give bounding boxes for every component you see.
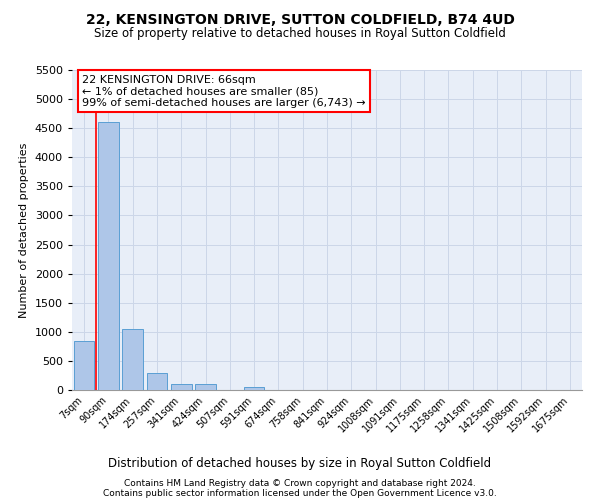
Bar bbox=[98, 122, 119, 390]
Bar bbox=[74, 340, 94, 390]
Y-axis label: Number of detached properties: Number of detached properties bbox=[19, 142, 29, 318]
Text: Contains HM Land Registry data © Crown copyright and database right 2024.: Contains HM Land Registry data © Crown c… bbox=[124, 478, 476, 488]
Bar bbox=[244, 387, 265, 390]
Text: 22 KENSINGTON DRIVE: 66sqm
← 1% of detached houses are smaller (85)
99% of semi-: 22 KENSINGTON DRIVE: 66sqm ← 1% of detac… bbox=[82, 75, 366, 108]
Bar bbox=[171, 384, 191, 390]
Text: Size of property relative to detached houses in Royal Sutton Coldfield: Size of property relative to detached ho… bbox=[94, 28, 506, 40]
Text: Contains public sector information licensed under the Open Government Licence v3: Contains public sector information licen… bbox=[103, 488, 497, 498]
Bar bbox=[122, 329, 143, 390]
Bar bbox=[146, 372, 167, 390]
Bar bbox=[195, 384, 216, 390]
Text: Distribution of detached houses by size in Royal Sutton Coldfield: Distribution of detached houses by size … bbox=[109, 457, 491, 470]
Text: 22, KENSINGTON DRIVE, SUTTON COLDFIELD, B74 4UD: 22, KENSINGTON DRIVE, SUTTON COLDFIELD, … bbox=[86, 12, 514, 26]
